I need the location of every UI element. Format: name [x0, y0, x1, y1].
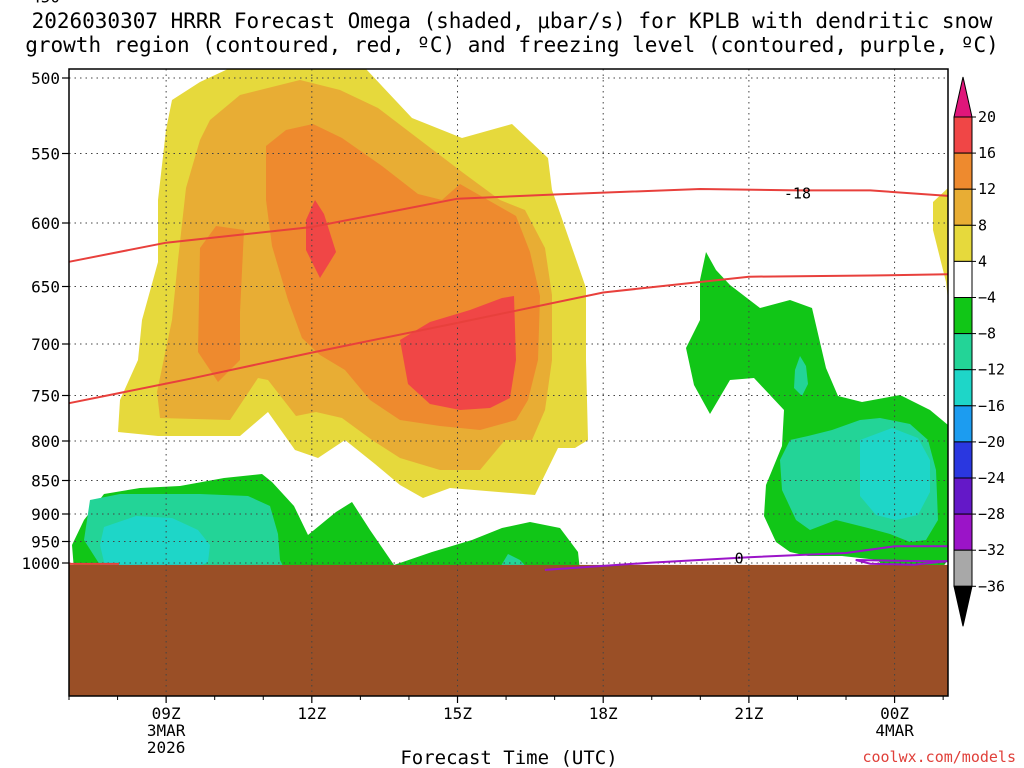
colorbar-swatch	[953, 369, 973, 407]
colorbar-bottom-arrow	[953, 585, 973, 627]
colorbar-swatch	[953, 224, 973, 262]
freezing-level-label: 0	[735, 549, 744, 567]
y-tick-label: 750	[31, 387, 60, 406]
dgz-contour-upper	[68, 187, 949, 263]
freezing-level-loop	[855, 559, 949, 566]
colorbar-label: 12	[978, 180, 996, 198]
contour-lines: -18 0	[68, 185, 949, 571]
colorbar-swatch	[953, 441, 973, 479]
x-tick-label: 00Z	[880, 704, 909, 723]
colorbar-label: −8	[978, 325, 996, 343]
colorbar-label: −32	[978, 541, 1005, 559]
omega-region-4-right	[933, 188, 948, 300]
x-tick-date: 4MAR	[875, 721, 914, 740]
colorbar-label: −12	[978, 361, 1005, 379]
colorbar-label: −36	[978, 577, 1005, 595]
x-tick-label: 15Z	[443, 704, 472, 723]
omega-shading	[69, 69, 948, 696]
y-tick-label: 700	[31, 335, 60, 354]
y-tick-label: 650	[31, 278, 60, 297]
plot-frame	[68, 68, 949, 697]
plot-area: -18 0	[68, 68, 949, 697]
x-tick-year: 2026	[147, 738, 186, 757]
y-tick-label: 850	[31, 472, 60, 491]
y-tick-label: 500	[31, 69, 60, 88]
colorbar-swatch	[953, 188, 973, 226]
omega-region-16a	[306, 200, 336, 278]
y-tick-label: 600	[31, 214, 60, 233]
colorbar-swatch	[953, 116, 973, 154]
chart-title-line1: 2026030307 HRRR Forecast Omega (shaded, …	[32, 9, 993, 33]
chart-title-line2: growth region (contoured, red, ºC) and f…	[25, 33, 999, 57]
omega-region-neg8-dot	[794, 356, 808, 396]
y-tick-label: 800	[31, 432, 60, 451]
x-tick-label: 09Z	[152, 704, 181, 723]
colorbar-label: −16	[978, 397, 1005, 415]
colorbar-swatch	[953, 513, 973, 551]
colorbar-swatch	[953, 549, 973, 587]
x-tick-label: 18Z	[589, 704, 618, 723]
colorbar-label: −4	[978, 289, 996, 307]
x-tick-label: 12Z	[297, 704, 326, 723]
y-tick-label: 1000	[21, 554, 60, 573]
colorbar: 20 16 12 8 4 −4 −8 −12 −16 −20 −24 −28 −32 −36	[953, 76, 1005, 627]
colorbar-swatch	[953, 405, 973, 443]
colorbar-swatch	[953, 333, 973, 371]
surface-ground	[69, 564, 948, 696]
colorbar-swatch	[953, 260, 973, 298]
freezing-level-line	[544, 545, 948, 571]
colorbar-swatch	[953, 297, 973, 335]
x-tick-date: 3MAR	[147, 721, 186, 740]
colorbar-label: 4	[978, 252, 987, 270]
x-axis-label: Forecast Time (UTC)	[400, 747, 617, 768]
colorbar-swatch	[953, 152, 973, 190]
y-tick-label: 900	[31, 505, 60, 524]
colorbar-label: 20	[978, 108, 996, 126]
dgz-contour-label: -18	[784, 185, 811, 203]
omega-region-16b	[400, 296, 516, 410]
x-tick-label: 21Z	[734, 704, 763, 723]
colorbar-top-arrow	[953, 76, 973, 118]
y-tick-label: 550	[31, 145, 60, 164]
dgz-contour-lower	[68, 273, 949, 405]
credit-text: coolwx.com/models	[862, 748, 1016, 766]
omega-region-12	[198, 226, 244, 382]
grid-lines	[69, 69, 948, 696]
colorbar-label: −24	[978, 469, 1005, 487]
colorbar-label: 8	[978, 216, 987, 234]
omega-region-neg12-right	[860, 428, 930, 520]
y-axis: 2503003504004505005506006507007508008509…	[21, 0, 69, 573]
y-tick-label: 450	[31, 0, 60, 7]
colorbar-label: 16	[978, 144, 996, 162]
colorbar-swatch	[953, 477, 973, 515]
colorbar-label: −20	[978, 433, 1005, 451]
colorbar-label: −28	[978, 505, 1005, 523]
y-tick-label: 950	[31, 533, 60, 552]
